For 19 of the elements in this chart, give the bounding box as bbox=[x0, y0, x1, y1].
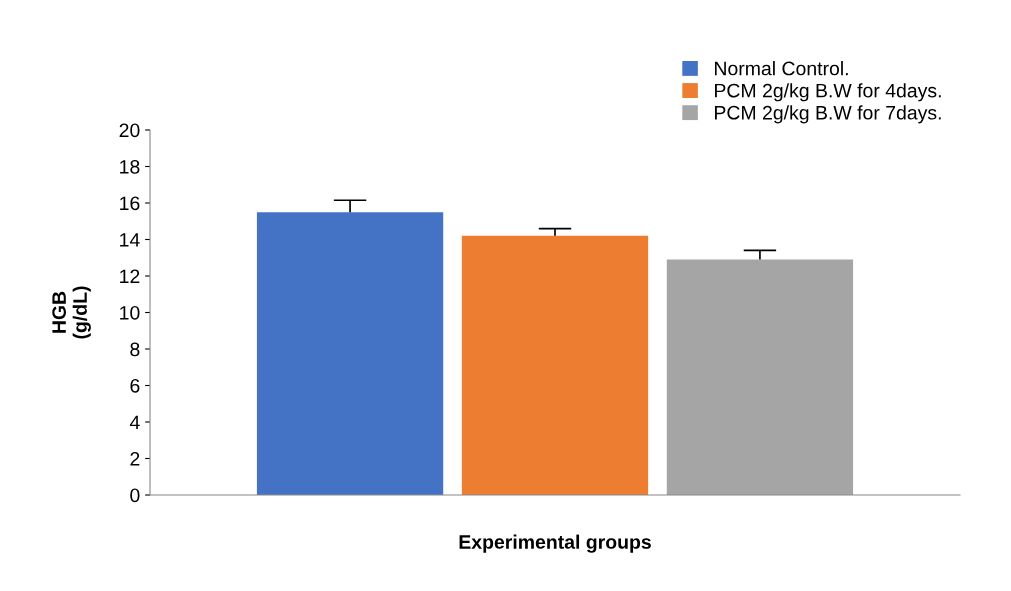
legend-label: PCM 2g/kg B.W for 7days. bbox=[715, 105, 941, 124]
y-tick-label: 0 bbox=[130, 488, 140, 503]
y-tick-label: 10 bbox=[120, 305, 140, 320]
y-tick-label: 14 bbox=[120, 233, 140, 247]
y-tick-label: 20 bbox=[119, 123, 140, 138]
y-tick-label: 6 bbox=[130, 378, 140, 393]
legend-label: PCM 2g/kg B.W for 4days. bbox=[715, 83, 941, 102]
bar bbox=[256, 212, 444, 495]
y-tick-label: 18 bbox=[120, 159, 140, 174]
y-tick-label: 2 bbox=[130, 451, 140, 466]
bar bbox=[461, 235, 649, 495]
y-tick-label: 8 bbox=[130, 342, 140, 357]
legend-label: Normal Control. bbox=[715, 61, 848, 76]
x-axis-title: Experimental groups bbox=[459, 534, 651, 553]
bar bbox=[666, 259, 854, 495]
y-axis-title: HGB (g/dL) bbox=[52, 286, 91, 339]
y-tick-label: 12 bbox=[120, 269, 140, 284]
y-tick-label: 4 bbox=[129, 415, 140, 430]
y-tick-label: 16 bbox=[120, 196, 140, 211]
